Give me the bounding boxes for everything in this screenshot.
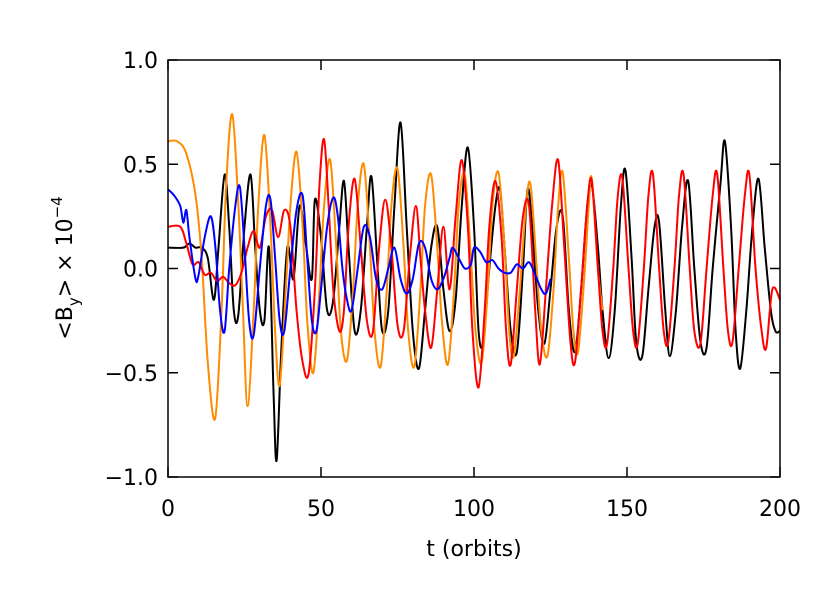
series-line: [167, 184, 552, 340]
y-label-rest: > × 10: [53, 218, 78, 297]
y-label-sup: −4: [48, 196, 66, 218]
y-tick-label: −0.5: [105, 362, 158, 387]
series-line: [167, 121, 781, 463]
x-tick-label: 0: [161, 497, 175, 522]
series-line: [167, 138, 781, 389]
y-tick-label: 1.0: [123, 49, 158, 74]
x-tick-label: 150: [606, 497, 648, 522]
series-line: [167, 113, 604, 421]
x-tick-label: 100: [453, 497, 495, 522]
y-tick-label: 0.5: [123, 153, 158, 178]
x-tick-label: 50: [307, 497, 335, 522]
y-tick-label: −1.0: [105, 466, 158, 491]
y-label-main: <B: [53, 306, 78, 340]
y-axis-label: <By> × 10−4: [48, 196, 83, 339]
y-label-sub: y: [65, 297, 83, 306]
plot-frame: [167, 59, 781, 478]
x-axis-label: t (orbits): [426, 537, 521, 562]
x-tick-label: 200: [759, 497, 801, 522]
y-tick-label: 0.0: [123, 258, 158, 283]
